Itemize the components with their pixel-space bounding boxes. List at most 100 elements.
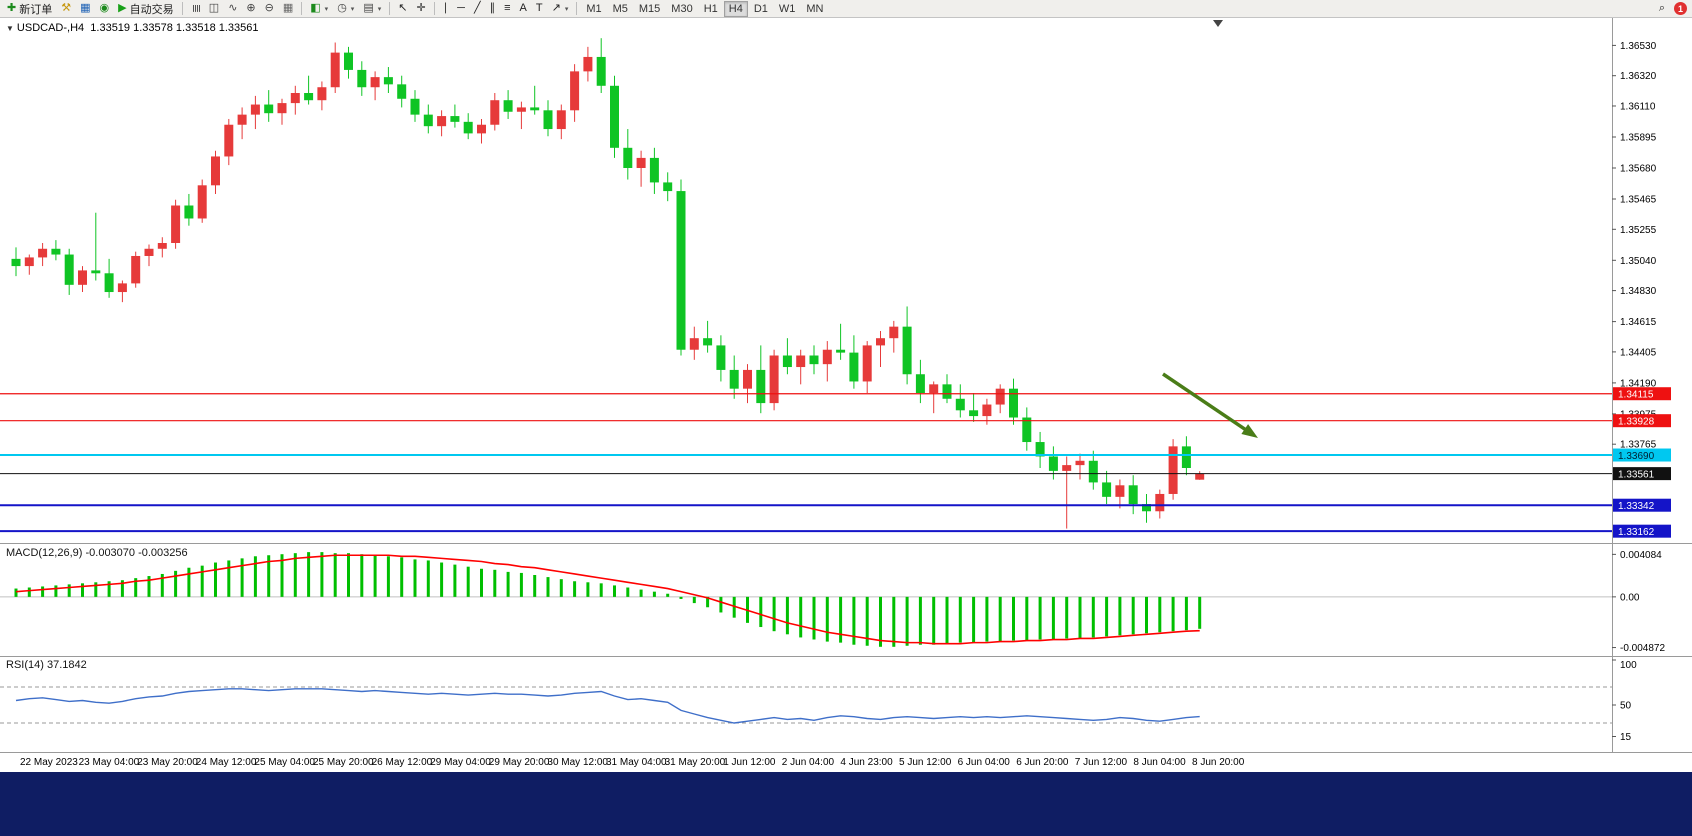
time-label: 4 Jun 23:00: [840, 757, 893, 768]
candle-body: [1022, 417, 1032, 443]
tile-windows-button[interactable]: ▦: [279, 1, 297, 17]
period-button[interactable]: ◷ ▾: [333, 1, 358, 17]
candle-body: [902, 326, 912, 375]
candle-body: [610, 85, 619, 148]
time-label: 26 May 12:00: [371, 757, 433, 768]
indicators-button[interactable]: ⚒: [57, 1, 75, 17]
candle-body: [144, 248, 154, 256]
timeframe-h4-button[interactable]: H4: [723, 0, 748, 17]
horizontal-line-icon: ─: [457, 2, 465, 14]
candle-body: [51, 248, 61, 255]
expert-advisor-button[interactable]: ◉: [96, 1, 114, 17]
candle-body: [383, 77, 393, 85]
timeframe-m30-button[interactable]: M30: [666, 1, 697, 17]
price-tag-label: 1.33928: [1618, 417, 1655, 428]
candle-body: [663, 182, 673, 192]
vertical-line-button[interactable]: ∣: [439, 1, 453, 17]
timeframe-mn-button[interactable]: MN: [801, 1, 828, 17]
timeframe-m1-button[interactable]: M1: [581, 1, 606, 17]
time-label: 6 Jun 20:00: [1016, 757, 1069, 768]
timeframe-d1-button[interactable]: D1: [749, 1, 773, 17]
channel-button[interactable]: ∥: [486, 1, 500, 17]
timeframe-h1-button[interactable]: H1: [699, 1, 723, 17]
search-button[interactable]: ⌕: [1655, 1, 1669, 17]
timeframe-m15-button[interactable]: M15: [634, 1, 665, 17]
template-button[interactable]: ▤ ▾: [359, 1, 385, 17]
tile-windows-icon: ▦: [282, 2, 294, 14]
trendline-button[interactable]: ╱: [470, 1, 485, 17]
candlestick-type-button[interactable]: ◫: [205, 1, 223, 17]
timeframe-m5-button[interactable]: M5: [608, 1, 633, 17]
candle-body: [822, 349, 832, 365]
candle-body: [889, 326, 899, 339]
candle-body: [503, 100, 513, 112]
rsi-title: RSI(14): [6, 659, 44, 671]
new-chart-button[interactable]: ◧ ▾: [306, 1, 332, 17]
candle-body: [117, 283, 127, 293]
candle-body: [570, 71, 580, 111]
cursor-button[interactable]: ↖: [394, 1, 411, 17]
horizontal-line-button[interactable]: ─: [453, 1, 469, 17]
time-label: 31 May 04:00: [606, 757, 667, 768]
candle-body: [437, 116, 447, 127]
candles-layer: [11, 38, 1205, 529]
new-order-button-label: 新订单: [19, 3, 53, 16]
line-chart-type-button[interactable]: ∿: [224, 1, 241, 17]
candle-body: [1075, 460, 1085, 466]
candle-body: [955, 398, 965, 411]
candle-body: [11, 258, 21, 267]
candle-body: [24, 257, 34, 267]
candle-body: [796, 355, 806, 368]
candlestick-icon: ◫: [208, 2, 220, 14]
bar-chart-icon: ≣: [189, 3, 202, 14]
time-label: 8 Jun 20:00: [1192, 757, 1245, 768]
new-order-icon: ✚: [7, 2, 17, 14]
auto-trade-button-label: 自动交易: [129, 3, 174, 16]
candle-body: [344, 52, 353, 70]
candle-body: [423, 114, 433, 127]
time-label: 29 May 20:00: [488, 757, 550, 768]
candle-body: [915, 374, 925, 393]
candle-body: [969, 410, 979, 417]
time-label: 29 May 04:00: [430, 757, 491, 768]
bar-chart-type-button[interactable]: ≣: [187, 1, 204, 17]
channel-icon: ∥: [489, 2, 496, 14]
clock-icon: ◷: [337, 2, 347, 14]
text-button[interactable]: A: [516, 1, 531, 17]
trend-arrow-annotation[interactable]: [1162, 372, 1251, 434]
dropdown-arrow-icon: ▾: [350, 5, 355, 13]
arrow-icon: ↗: [551, 2, 561, 14]
macd-tick-label: 0.00: [1620, 592, 1640, 603]
auto-trade-button[interactable]: ▶ 自动交易: [114, 1, 177, 17]
market-watch-button[interactable]: ▦: [76, 1, 94, 17]
candle-body: [1009, 388, 1018, 418]
rsi-tick-label: 15: [1620, 732, 1632, 743]
toolbar-right: ⌕ 1: [1655, 1, 1689, 17]
search-icon: ⌕: [1658, 2, 1665, 14]
chart-canvas[interactable]: 1.36530 1.36320 1.36110 1.35895 1.35680 1.354…: [0, 0, 1692, 772]
crosshair-button[interactable]: ✛: [412, 1, 429, 17]
arrows-button[interactable]: ↗ ▾: [548, 1, 573, 17]
candle-body: [157, 243, 167, 249]
zoom-out-button[interactable]: ⊖: [261, 1, 278, 17]
cursor-icon: ↖: [398, 2, 408, 14]
new-order-button[interactable]: ✚ 新订单: [3, 1, 56, 17]
candle-body: [357, 69, 367, 88]
chart-dropdown-icon[interactable]: ▼: [6, 24, 14, 33]
candle-body: [1088, 460, 1098, 483]
price-tag-label: 1.33162: [1618, 527, 1655, 538]
trendline-icon: ╱: [473, 2, 481, 14]
candle-body: [184, 205, 194, 219]
label-button[interactable]: T: [532, 1, 547, 17]
fibonacci-button[interactable]: ≡: [500, 1, 514, 17]
zoom-in-button[interactable]: ⊕: [242, 1, 259, 17]
timeframe-w1-button[interactable]: W1: [774, 1, 801, 17]
candle-body: [809, 355, 819, 365]
price-tag: [1613, 414, 1671, 428]
fibonacci-icon: ≡: [504, 2, 511, 14]
candle-body: [623, 147, 633, 168]
candle-body: [703, 338, 713, 346]
notification-badge[interactable]: 1: [1674, 2, 1687, 15]
time-label: 25 May 20:00: [313, 757, 374, 768]
time-label: 31 May 20:00: [664, 757, 726, 768]
